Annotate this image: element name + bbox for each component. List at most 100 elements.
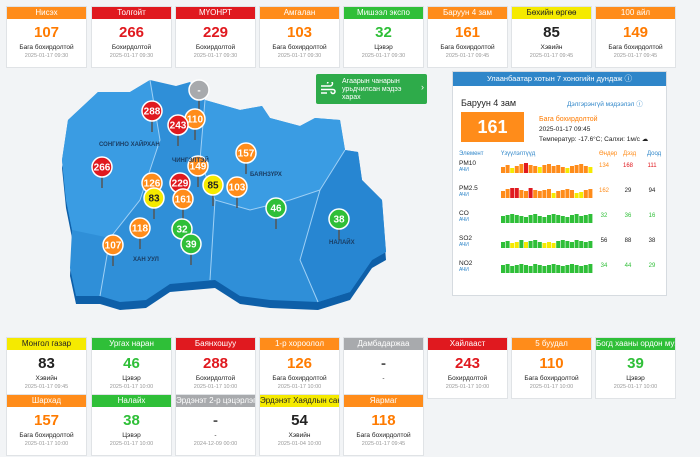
map-pin-marker[interactable]: - [188, 79, 210, 111]
station-name: Мишээл экспо [344, 7, 423, 19]
station-card[interactable]: Эрдэнэт 2-р цэцэрлэг - - 2024-12-09 00:00 [175, 394, 256, 456]
station-card[interactable]: Дамбадаржаа - - [343, 337, 424, 399]
station-status: Бага бохирдолтой [19, 432, 74, 439]
element-name: PM10 [459, 160, 476, 167]
map-pin-marker[interactable]: 107 [102, 234, 124, 266]
hourly-bar [514, 188, 519, 198]
station-card[interactable]: Нисэх 107 Бага бохирдолтой 2025-01-17 09:30 [6, 6, 87, 68]
station-card[interactable]: Налайх 38 Цэвэр 2025-01-17 10:00 [91, 394, 172, 456]
pin-value: 107 [105, 241, 122, 252]
station-card[interactable]: Богд хааны ордон музей 39 Цэвэр 2025-01-17 … [595, 337, 676, 399]
pin-value: 39 [185, 240, 197, 251]
hourly-bar [579, 216, 584, 223]
station-date: 2025-01-17 10:00 [24, 441, 69, 447]
map-pin-marker[interactable]: 288 [141, 100, 163, 132]
map-pin-marker[interactable]: 110 [184, 108, 206, 140]
station-status: Бага бохирдолтой [356, 432, 411, 439]
station-date: 2025-01-17 10:00 [109, 384, 154, 390]
station-card[interactable]: Баруун 4 зам 161 Бага бохирдолтой 2025-01-1… [427, 6, 508, 68]
map-pin-marker[interactable]: 38 [328, 208, 350, 240]
hourly-bar [537, 242, 542, 248]
pin-value: 46 [270, 204, 282, 215]
map-pin-marker[interactable]: 243 [167, 114, 189, 146]
map-pin-marker[interactable]: 149 [187, 155, 209, 187]
hourly-bar [588, 167, 593, 173]
station-card[interactable]: 1-р хороолол 126 Бага бохирдолтой 2025-01-1… [259, 337, 340, 399]
map-pin-marker[interactable]: 39 [180, 233, 202, 265]
station-status: Хэвийн [540, 44, 563, 51]
station-card[interactable]: Баянхошуу 288 Бохирдолтой 2025-01-17 10:00 [175, 337, 256, 399]
map-pin-marker[interactable]: 118 [129, 217, 151, 249]
panel-station-name: Баруун 4 зам [461, 98, 517, 108]
hourly-bar [537, 265, 542, 273]
station-card[interactable]: 100 айл 149 Бага бохирдолтой 2025-01-17 09:… [595, 6, 676, 68]
station-name: 100 айл [596, 7, 675, 19]
pin-value: 110 [187, 115, 204, 126]
station-card[interactable]: МҮОНРТ 229 Бохирдолтой 2025-01-17 09:30 [175, 6, 256, 68]
map-pin-marker[interactable]: 83 [143, 187, 165, 219]
station-card[interactable]: Бөхийн өргөө 85 Хэвийн 2025-01-17 09:45 [511, 6, 592, 68]
hourly-bars [501, 240, 593, 248]
station-date: 2025-01-17 09:30 [24, 53, 69, 59]
station-status: Бага бохирдолтой [272, 375, 327, 382]
station-status: - [382, 375, 385, 382]
pin-value: 118 [132, 224, 149, 235]
station-card[interactable]: Хайлааст 243 Бохирдолтой 2025-01-17 10:00 [427, 337, 508, 399]
station-name: 1-р хороолол [260, 338, 339, 350]
element-mid-value: 44 [624, 263, 632, 269]
station-card[interactable]: Эрдэнэт Хаядлын сан 54 Хэвийн 2025-01-04 10… [259, 394, 340, 456]
station-status: Бохирдолтой [111, 44, 152, 51]
station-aqi-value: - [213, 412, 218, 429]
hourly-bar [519, 264, 524, 273]
pin-value: 149 [190, 162, 207, 173]
station-aqi-value: 118 [371, 412, 396, 429]
forecast-banner-button[interactable]: Агаарын чанарын урьдчилсан мэдээ харах › [316, 74, 427, 104]
station-card[interactable]: Мишээл экспо 32 Цэвэр 2025-01-17 09:30 [343, 6, 424, 68]
station-name: Налайх [92, 395, 171, 407]
map-pin-marker[interactable]: 157 [235, 142, 257, 174]
hourly-bar [519, 216, 524, 223]
station-name: Хайлааст [428, 338, 507, 350]
station-status: Цэвэр [374, 44, 393, 51]
map-pin-marker[interactable]: 46 [265, 197, 287, 229]
map-pin-marker[interactable]: 85 [202, 174, 224, 206]
station-aqi-value: 38 [123, 412, 140, 429]
map-pin-marker[interactable]: 103 [226, 176, 248, 208]
hourly-bar [505, 189, 510, 198]
hourly-bar [501, 216, 505, 223]
details-link[interactable]: Дэлгэрэнгүй мэдээлэл ⓘ [567, 101, 643, 108]
station-date: 2025-01-17 09:45 [24, 384, 69, 390]
pin-circle [187, 155, 209, 177]
panel-aqi-value: 161 [461, 112, 524, 142]
station-aqi-value: 157 [33, 412, 60, 429]
panel-title[interactable]: Улаанбаатар хотын 7 хоногийн дундаж ⓘ [453, 72, 666, 86]
pin-circle [102, 234, 124, 256]
station-card[interactable]: Амгалан 103 Бага бохирдолтой 2025-01-17 09:… [259, 6, 340, 68]
station-card[interactable]: Толгойт 266 Бохирдолтой 2025-01-17 09:30 [91, 6, 172, 68]
station-name: 5 буудал [512, 338, 591, 350]
hourly-bar [519, 240, 524, 248]
hourly-bar [560, 266, 565, 273]
element-mid-value: 29 [624, 188, 632, 194]
station-aqi-value: 161 [454, 24, 481, 41]
element-unit: АЧИ [459, 242, 469, 248]
hourly-bar [570, 242, 574, 248]
station-card[interactable]: 5 буудал 110 Бага бохирдолтой 2025-01-17 10… [511, 337, 592, 399]
station-date: 2025-01-17 09:30 [277, 53, 322, 59]
station-name: Монгол газар [7, 338, 86, 350]
station-card[interactable]: Монгол газар 83 Хэвийн 2025-01-17 09:45 [6, 337, 87, 399]
hourly-bar [524, 217, 528, 223]
element-mid-value: 168 [622, 163, 633, 169]
map-pin-marker[interactable]: 161 [172, 188, 194, 220]
element-label: PM10 АЧИ [459, 160, 476, 173]
element-name: SO2 [459, 235, 473, 242]
station-date: 2025-01-17 10:00 [529, 384, 574, 390]
element-low-value: 94 [648, 188, 656, 194]
station-card[interactable]: Ургах наран 46 Цэвэр 2025-01-17 10:00 [91, 337, 172, 399]
map-pin-marker[interactable]: 266 [91, 156, 113, 188]
station-card[interactable]: Шархад 157 Бага бохирдолтой 2025-01-17 10:0… [6, 394, 87, 456]
pin-circle [202, 174, 224, 196]
hourly-bar [528, 266, 533, 273]
station-card[interactable]: Яармаг 118 Бага бохирдолтой 2025-01-17 09:4… [343, 394, 424, 456]
